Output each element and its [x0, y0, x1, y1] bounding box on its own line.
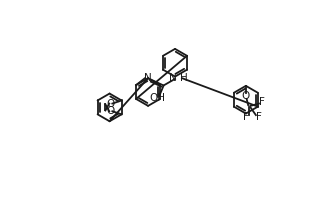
Text: F: F [243, 112, 249, 122]
Text: F: F [259, 97, 265, 107]
Text: O: O [107, 106, 115, 116]
Text: H: H [180, 73, 188, 83]
Text: F: F [256, 112, 262, 122]
Text: O: O [242, 91, 250, 101]
Text: OH: OH [149, 93, 165, 103]
Text: N: N [144, 73, 152, 83]
Text: O: O [107, 99, 115, 108]
Text: N: N [169, 73, 176, 83]
